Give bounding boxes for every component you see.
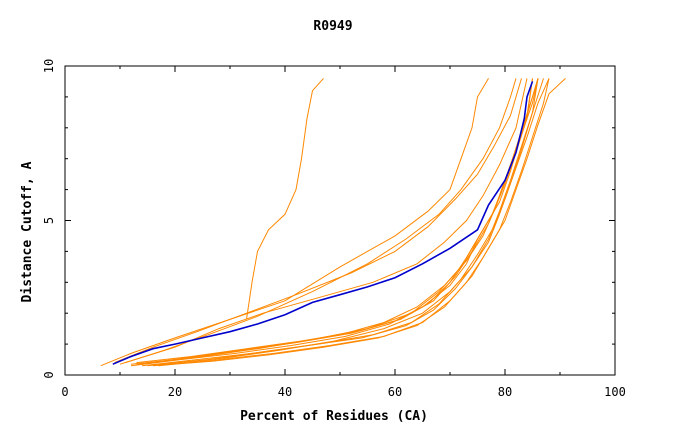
series-line-11 <box>136 78 539 364</box>
series-line-highlight <box>112 81 534 365</box>
series-line-13 <box>130 78 533 367</box>
x-tick-label: 0 <box>61 385 68 399</box>
y-tick-label: 10 <box>42 59 56 73</box>
x-tick-label: 80 <box>498 385 512 399</box>
series-line-5 <box>125 78 528 364</box>
series-line-4 <box>114 78 522 364</box>
x-tick-label: 100 <box>604 385 626 399</box>
y-axis-label: Distance Cutoff, A <box>20 161 35 302</box>
y-tick-label: 0 <box>42 371 56 378</box>
ticks-layer: 0 20 40 60 80 100 0 5 10 <box>42 59 626 399</box>
series-layer <box>100 78 566 367</box>
series-line-15 <box>141 78 539 365</box>
series-line-14 <box>163 78 539 365</box>
x-axis-label: Percent of Residues (CA) <box>240 409 428 424</box>
x-tick-label: 40 <box>278 385 292 399</box>
series-line-12 <box>158 78 566 367</box>
series-line-8 <box>141 78 544 367</box>
x-tick-label: 60 <box>388 385 402 399</box>
x-tick-label: 20 <box>168 385 182 399</box>
series-line-6 <box>136 78 539 365</box>
series-line-3 <box>119 78 517 365</box>
y-tick-label: 5 <box>42 217 56 224</box>
series-line-7 <box>130 78 533 365</box>
series-line-2 <box>100 78 489 367</box>
series-line-1 <box>246 78 324 320</box>
chart-title: R0949 <box>313 19 352 34</box>
